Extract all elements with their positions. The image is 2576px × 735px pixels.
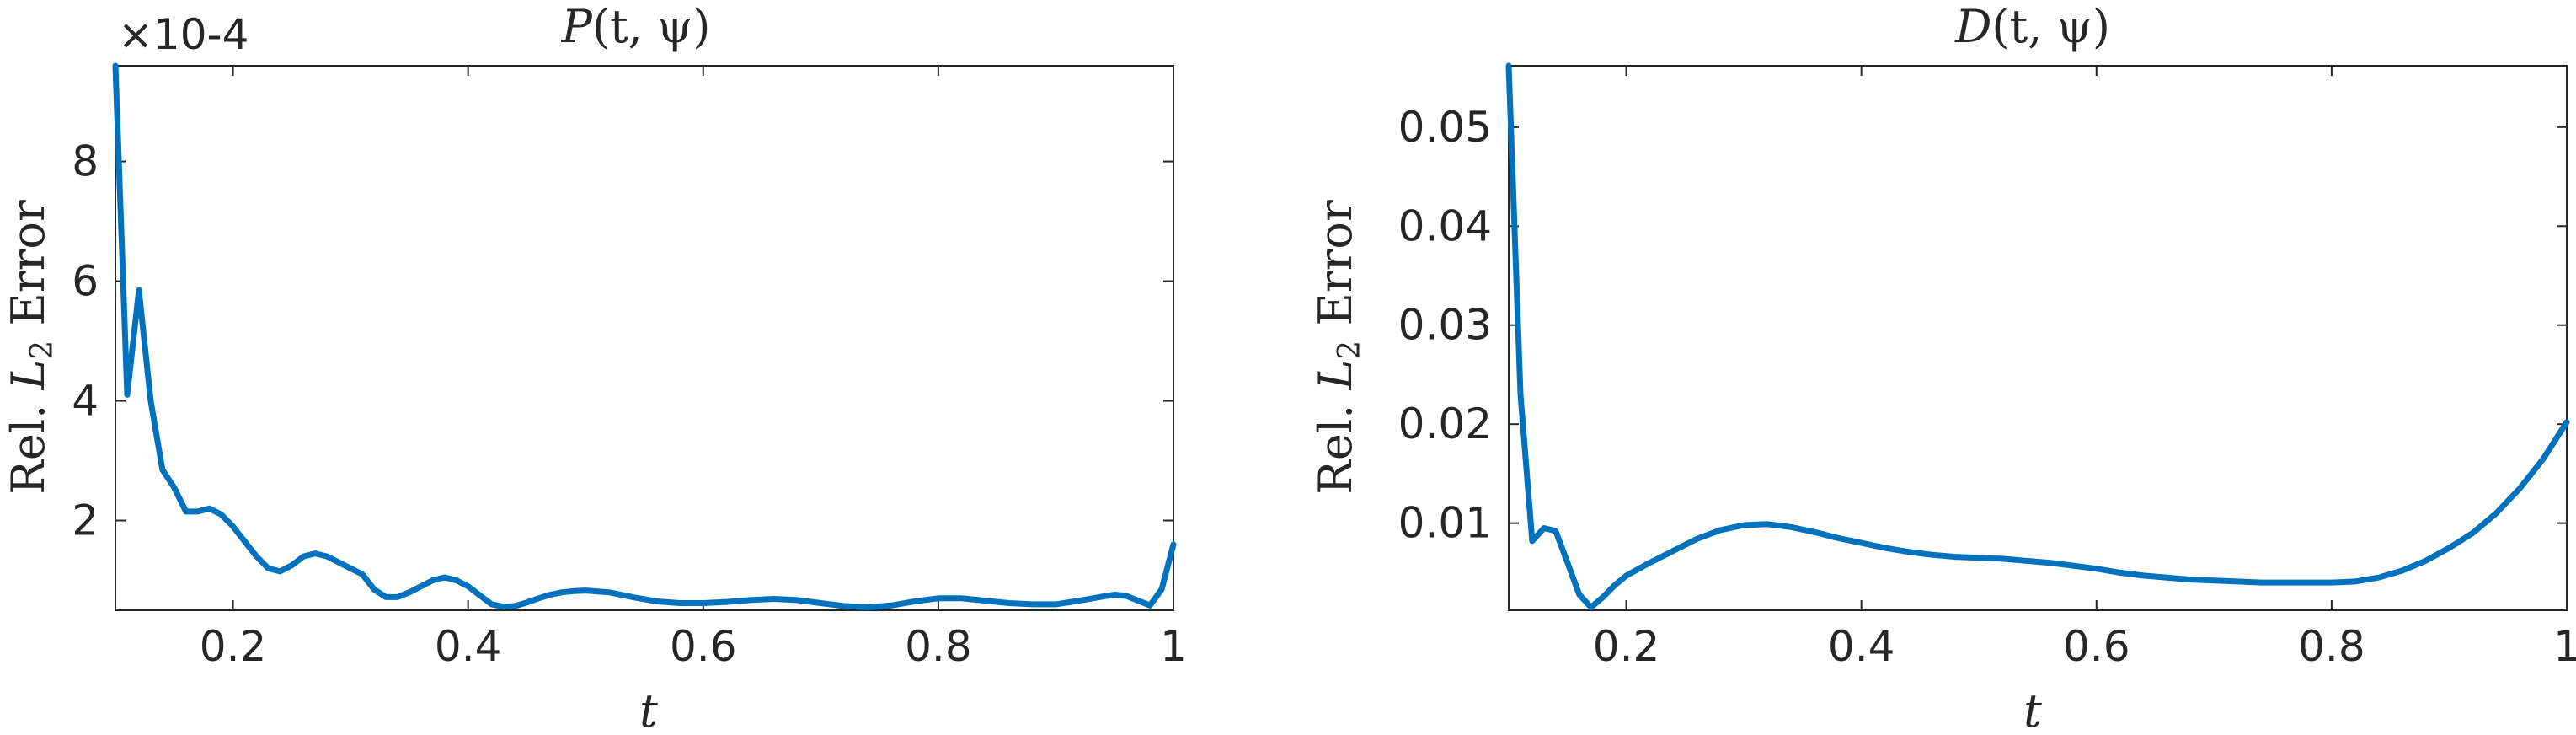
x-tick-label: 0.6 bbox=[670, 622, 737, 671]
x-tick-label: 0.6 bbox=[2063, 622, 2130, 671]
x-tick-label: 0.4 bbox=[435, 622, 502, 671]
svg-text:Rel. L2 Error: Rel. L2 Error bbox=[1309, 200, 1367, 495]
y-tick-label: 4 bbox=[72, 377, 99, 426]
title-p: P(t, ψ) bbox=[561, 0, 711, 53]
y-tick-label: 0.04 bbox=[1398, 201, 1492, 250]
y-axis-label-right: Rel. L2 Error bbox=[1309, 200, 1367, 495]
y-tick-label: 2 bbox=[72, 496, 99, 545]
y-tick-label: 6 bbox=[72, 257, 99, 306]
series-line-p bbox=[112, 62, 1177, 610]
x-tick-label: 0.2 bbox=[1593, 622, 1660, 671]
y-tick-label: 0.01 bbox=[1398, 499, 1492, 548]
x-tick-label: 0.4 bbox=[1828, 622, 1895, 671]
x-tick-label: 0.8 bbox=[2298, 622, 2365, 671]
x-tick-label: 0.2 bbox=[200, 622, 267, 671]
exponent-label: ×10-4 bbox=[118, 10, 249, 59]
x-tick-label: 0.8 bbox=[905, 622, 972, 671]
series-line-d bbox=[1505, 62, 2570, 610]
panel-d-error: D(t, ψ) t Rel. L2 Error 0.2 0.4 0.6 0.8 1 0.0… bbox=[1309, 0, 2576, 735]
axes-box-left bbox=[115, 65, 1174, 611]
y-tick-label: 0.02 bbox=[1398, 400, 1492, 448]
svg-text:Rel. L2 Error: Rel. L2 Error bbox=[2, 200, 60, 495]
x-axis-label-left: t bbox=[639, 684, 658, 735]
x-axis-label-right: t bbox=[2023, 684, 2042, 735]
y-tick-label: 8 bbox=[72, 137, 99, 186]
y-tick-label: 0.05 bbox=[1398, 103, 1492, 152]
axes-box-right bbox=[1508, 65, 2568, 611]
x-tick-label: 1 bbox=[1160, 622, 1187, 671]
y-tick-label: 0.03 bbox=[1398, 301, 1492, 350]
panel-p-error: P(t, ψ) ×10-4 t Rel. L2 Error 0.2 0.4 0.6 0… bbox=[2, 0, 1187, 735]
x-tick-label: 1 bbox=[2553, 622, 2576, 671]
title-d: D(t, ψ) bbox=[1954, 0, 2110, 53]
y-axis-label-left: Rel. L2 Error bbox=[2, 200, 60, 495]
